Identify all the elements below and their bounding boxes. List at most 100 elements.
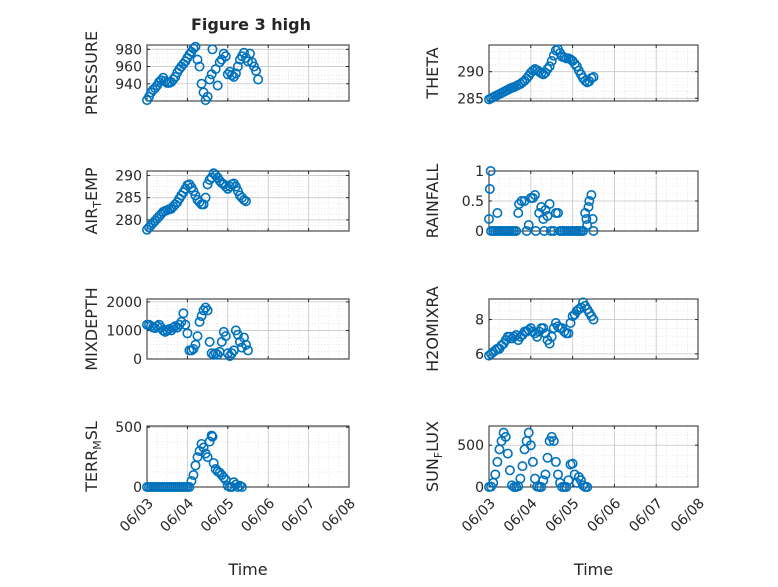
- data-point: [544, 199, 555, 210]
- y-axis-label: PRESSURE: [82, 31, 101, 115]
- data-point: [230, 479, 241, 490]
- y-tick-label: 280: [115, 213, 142, 229]
- data-point: [192, 54, 203, 65]
- data-point: [212, 80, 223, 91]
- data-point: [485, 166, 496, 177]
- y-tick-label: 6: [475, 347, 484, 363]
- y-tick-label: 8: [475, 313, 484, 329]
- axes-box: [146, 170, 350, 232]
- data-point: [190, 41, 201, 52]
- x-tick-label: 06/07: [626, 496, 666, 536]
- y-tick-label: 940: [115, 77, 142, 93]
- data-point: [580, 75, 591, 86]
- data-point: [529, 190, 540, 201]
- data-point: [236, 481, 247, 492]
- data-point: [552, 208, 563, 219]
- data-point: [584, 196, 595, 207]
- data-point: [588, 314, 599, 325]
- data-point: [523, 220, 534, 231]
- x-axis-label: Time: [573, 560, 613, 579]
- y-axis-label: H2OMIXRA: [423, 286, 442, 372]
- data-point: [184, 481, 195, 492]
- x-tick-label: 06/06: [238, 496, 278, 536]
- data-point: [218, 472, 229, 483]
- data-point: [253, 74, 264, 85]
- y-tick-label: 285: [457, 91, 484, 107]
- data-point: [220, 51, 231, 62]
- data-point: [196, 311, 207, 322]
- data-point: [202, 452, 213, 463]
- data-point: [516, 196, 527, 207]
- x-tick-label: 06/05: [198, 496, 238, 536]
- data-point: [515, 473, 526, 484]
- axes-box: [488, 44, 699, 102]
- axes-box: [488, 298, 699, 360]
- data-point: [542, 211, 553, 222]
- data-point: [238, 47, 249, 58]
- data-point: [514, 199, 525, 210]
- x-tick-label: 06/08: [668, 496, 708, 536]
- y-tick-label: 960: [115, 60, 142, 76]
- data-point: [532, 331, 543, 342]
- data-point: [207, 431, 218, 442]
- data-point: [232, 61, 243, 72]
- y-tick-label: 980: [115, 42, 142, 58]
- y-tick-label: 0: [133, 480, 142, 496]
- data-point: [168, 322, 179, 333]
- panel-8: 0 500 SUNFLUX 06/03 06/04 06/05 06/06 06/07 06/0…: [423, 421, 708, 579]
- y-tick-label: 290: [457, 65, 484, 81]
- data-point: [567, 458, 578, 469]
- y-tick-label: 0: [475, 480, 484, 496]
- y-tick-label: 0.5: [462, 194, 484, 210]
- data-point: [523, 427, 534, 438]
- data-point: [536, 481, 547, 492]
- data-point: [544, 61, 555, 72]
- y-tick-label: 285: [115, 191, 142, 207]
- data-point: [202, 305, 213, 316]
- panel-6: 6 8 H2OMIXRA: [423, 286, 699, 372]
- data-point: [220, 331, 231, 342]
- y-tick-label: 1: [475, 164, 484, 180]
- y-axis-label: MIXDEPTH: [82, 287, 101, 370]
- data-point: [207, 44, 218, 55]
- y-axis-label: SUNFLUX: [423, 421, 445, 492]
- y-axis-label: RAINFALL: [423, 164, 442, 239]
- data-point: [238, 332, 249, 343]
- x-axis-label: Time: [227, 560, 267, 579]
- panel-7: 0 500 TERRMSL 06/03 06/04 06/05 06/06 06/07 06/0…: [82, 420, 359, 579]
- data-point: [232, 329, 243, 340]
- x-tick-label: 06/04: [157, 496, 197, 536]
- x-tick-label: 06/05: [543, 496, 583, 536]
- data-point: [588, 226, 599, 237]
- data-point: [230, 68, 241, 79]
- data-point: [538, 475, 549, 486]
- figure-title: Figure 3 high: [191, 15, 311, 34]
- axes-box: [488, 170, 699, 232]
- data-point: [198, 199, 209, 210]
- data-point: [240, 339, 251, 350]
- x-tick-label: 06/03: [117, 496, 157, 536]
- x-tick-label: 06/08: [319, 496, 359, 536]
- data-point: [194, 61, 205, 72]
- y-tick-label: 0: [133, 352, 142, 368]
- x-tick-label: 06/04: [501, 496, 541, 536]
- data-point: [490, 469, 501, 480]
- data-point: [583, 202, 594, 213]
- x-tick-label: 06/03: [459, 496, 499, 536]
- data-point: [208, 458, 219, 469]
- y-tick-label: 1000: [106, 323, 142, 339]
- y-tick-label: 500: [115, 420, 142, 436]
- panel-5: 0 1000 2000 MIXDEPTH: [82, 287, 350, 371]
- data-point: [586, 190, 597, 201]
- y-tick-label: 0: [475, 224, 484, 240]
- data-point: [188, 470, 199, 481]
- data-point: [502, 448, 513, 459]
- data-point: [581, 214, 592, 225]
- data-point: [194, 316, 205, 327]
- data-point: [582, 220, 593, 231]
- data-point: [539, 226, 550, 237]
- data-point: [186, 476, 197, 487]
- data-point: [504, 465, 515, 476]
- y-axis-label: THETA: [423, 47, 442, 99]
